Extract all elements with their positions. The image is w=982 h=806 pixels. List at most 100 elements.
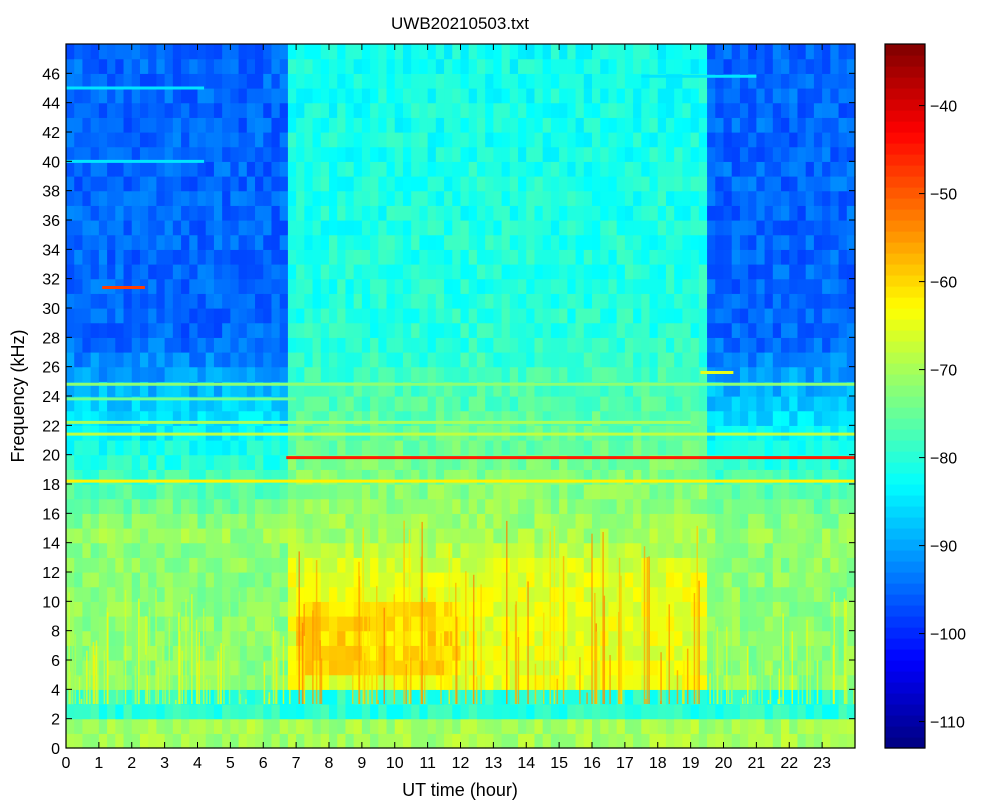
heatmap-cell [419, 352, 429, 368]
x-tick-label: 3 [160, 755, 169, 772]
heatmap-cell [296, 161, 305, 177]
heatmap-cell [542, 132, 552, 148]
heatmap-cell [66, 117, 75, 133]
heatmap-cell [822, 601, 831, 617]
heatmap-cell [222, 337, 231, 353]
heatmap-cell [189, 440, 199, 456]
heatmap-cell [665, 542, 675, 558]
heatmap-cell [542, 557, 552, 573]
heatmap-cell [435, 205, 445, 221]
heatmap-cell [181, 190, 190, 206]
heatmap-cell [172, 601, 182, 617]
heatmap-cell [345, 220, 355, 236]
heatmap-cell [813, 161, 823, 177]
heatmap-cell [312, 454, 322, 470]
heatmap-cell [172, 440, 182, 456]
heatmap-cell [427, 454, 437, 470]
heatmap-cell [649, 498, 659, 514]
heatmap-cell [838, 264, 848, 280]
heatmap-cell [731, 73, 741, 89]
heatmap-cell [411, 557, 421, 573]
heatmap-cell [641, 308, 651, 324]
heatmap-cell [287, 249, 297, 265]
heatmap-cell [296, 249, 305, 265]
heatmap-cell [518, 674, 527, 690]
heatmap-cell [230, 572, 240, 588]
heatmap-cell [690, 572, 700, 588]
heatmap-cell [616, 176, 626, 192]
heatmap-cell [378, 410, 388, 426]
heatmap-cell [756, 660, 766, 676]
heatmap-cell [781, 117, 790, 133]
heatmap-cell [830, 234, 840, 250]
heatmap-cell [139, 264, 149, 280]
heatmap-cell [123, 572, 133, 588]
colorbar-segment [885, 264, 925, 276]
heatmap-cell [271, 337, 281, 353]
heatmap-cell [526, 58, 536, 74]
heatmap-cell [255, 440, 264, 456]
heatmap-cell [493, 322, 503, 338]
heatmap-cell [641, 132, 651, 148]
heatmap-cell [583, 58, 593, 74]
heatmap-cell [411, 689, 421, 705]
heatmap-cell [296, 73, 305, 89]
heatmap-cell [682, 733, 692, 749]
heatmap-cell [624, 616, 634, 632]
heatmap-cell [600, 542, 610, 558]
heatmap-cell [715, 410, 725, 426]
heatmap-cell [526, 689, 536, 705]
heatmap-cell [739, 44, 749, 60]
heatmap-cell [641, 645, 651, 661]
heatmap-cell [715, 601, 725, 617]
heatmap-cell [296, 44, 305, 60]
heatmap-cell [830, 337, 840, 353]
heatmap-cell [263, 630, 273, 646]
heatmap-cell [378, 366, 388, 382]
heatmap-cell [329, 601, 338, 617]
heatmap-cell [156, 630, 166, 646]
heatmap-cell [485, 410, 494, 426]
heatmap-cell [386, 234, 396, 250]
heatmap-cell [813, 572, 823, 588]
heatmap-cell [370, 410, 379, 426]
heatmap-cell [822, 73, 831, 89]
heatmap-cell [205, 234, 215, 250]
heatmap-cell [575, 498, 585, 514]
heatmap-cell [813, 630, 823, 646]
burst-streak [196, 662, 199, 704]
heatmap-cell [90, 249, 100, 265]
heatmap-cell [542, 322, 552, 338]
heatmap-cell [633, 366, 642, 382]
heatmap-cell [139, 161, 149, 177]
heatmap-cell [772, 366, 782, 382]
heatmap-cell [698, 88, 708, 104]
burst-streak [206, 679, 208, 704]
heatmap-cell [822, 498, 831, 514]
heatmap-cell [707, 322, 716, 338]
burst-streak [74, 634, 77, 704]
heatmap-cell [526, 572, 536, 588]
heatmap-cell [789, 366, 799, 382]
heatmap-cell [255, 220, 264, 236]
heatmap-cell [66, 352, 75, 368]
heatmap-cell [197, 132, 207, 148]
heatmap-cell [320, 322, 330, 338]
heatmap-cell [846, 176, 856, 192]
heatmap-cell [320, 542, 330, 558]
heatmap-cell [550, 58, 560, 74]
heatmap-cell [624, 278, 634, 294]
heatmap-cell [115, 630, 125, 646]
heatmap-cell [411, 469, 421, 485]
heatmap-cell [665, 660, 675, 676]
heatmap-cell [772, 528, 782, 544]
heatmap-cell [123, 674, 133, 690]
heatmap-cell [139, 220, 149, 236]
heatmap-cell [600, 44, 610, 60]
heatmap-cell [822, 586, 831, 602]
heatmap-cell [444, 234, 453, 250]
heatmap-cell [353, 322, 363, 338]
heatmap-cell [205, 132, 215, 148]
heatmap-cell [813, 190, 823, 206]
burst-streak [423, 597, 426, 704]
